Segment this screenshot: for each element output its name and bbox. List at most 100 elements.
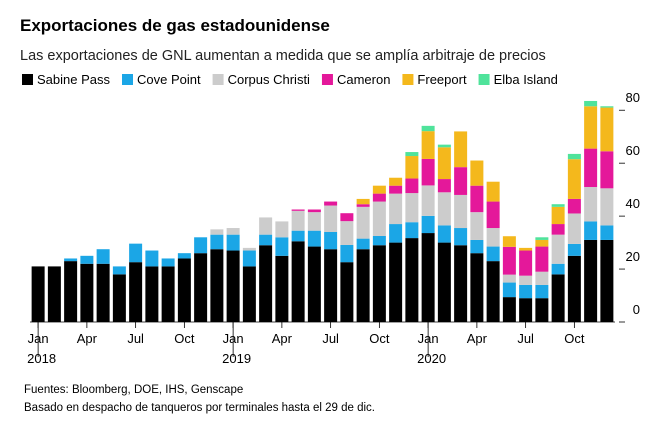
bar-segment (356, 206, 370, 239)
bar-segment (519, 284, 533, 299)
year-label: 2020 (417, 351, 446, 366)
bar-segment (600, 239, 614, 322)
bar-segment (584, 106, 598, 149)
bar-segment (551, 206, 565, 225)
bar-segment (421, 158, 435, 186)
bar-segment (129, 262, 143, 322)
bar-segment (421, 185, 435, 216)
y-tick-label: 20 (626, 249, 640, 264)
x-tick-label: Apr (467, 331, 488, 346)
bar-segment (275, 237, 289, 256)
bar-segment (291, 230, 305, 242)
bar-segment (324, 205, 338, 232)
bar-segment (194, 253, 208, 322)
bar-segment (210, 234, 224, 250)
bar-segment (454, 194, 468, 229)
bar-segment (177, 258, 191, 322)
bar-segment (519, 250, 533, 276)
bar-segment (470, 185, 484, 213)
bar-segment (340, 262, 354, 322)
bar-segment (340, 221, 354, 245)
bar-segment (421, 233, 435, 322)
bar-segment (519, 298, 533, 322)
bar-segment (259, 234, 273, 246)
bar-segment (584, 148, 598, 187)
bar-segment (437, 179, 451, 193)
bar-segment (226, 234, 240, 251)
bar-segment (307, 246, 321, 322)
bar-segment (519, 247, 533, 251)
bar-segment (324, 201, 338, 206)
bar-segment (584, 221, 598, 240)
bar-segment (112, 274, 126, 322)
bar-segment (486, 181, 500, 202)
y-tick-label: 40 (626, 196, 640, 211)
x-tick-label: Oct (174, 331, 195, 346)
legend-label: Cove Point (137, 72, 201, 87)
bar-segment (389, 242, 403, 322)
bar-segment (96, 263, 110, 322)
basis-note: Basado en despacho de tanqueros por term… (24, 402, 375, 414)
bar-segment (454, 167, 468, 195)
bar-segment (372, 193, 386, 202)
bar-segment (242, 250, 256, 267)
legend-label: Sabine Pass (37, 72, 110, 87)
bar-segment (535, 239, 549, 247)
legend-label: Freeport (417, 72, 467, 87)
bar-segment (96, 249, 110, 264)
bar-segment (324, 249, 338, 322)
bar-segment (80, 263, 94, 322)
bar-segment (405, 152, 419, 157)
bar-segment (535, 237, 549, 240)
source-note: Fuentes: Bloomberg, DOE, IHS, Genscape (24, 384, 243, 396)
legend-label: Elba Island (494, 72, 558, 87)
bar-segment (372, 235, 386, 246)
bar-segment (567, 255, 581, 322)
chart-title: Exportaciones de gas estadounidense (20, 16, 330, 35)
bar-segment (600, 188, 614, 226)
bar-segment (389, 177, 403, 186)
year-label: 2018 (27, 351, 56, 366)
bar-segment (405, 222, 419, 239)
bar-segment (259, 245, 273, 322)
bar-segment (161, 258, 175, 267)
bar-segment (551, 263, 565, 275)
bar-segment (356, 238, 370, 250)
x-tick-label: Oct (564, 331, 585, 346)
legend-label: Cameron (337, 72, 390, 87)
bar-segment (486, 261, 500, 322)
bar-segment (567, 159, 581, 199)
legend-swatch (321, 74, 333, 85)
year-label: 2019 (222, 351, 251, 366)
legend-swatch (212, 74, 224, 85)
y-tick-label: 60 (626, 143, 640, 158)
bar-segment (486, 246, 500, 262)
bar-segment (437, 147, 451, 180)
bar-segment (64, 261, 78, 322)
bar-segment (145, 250, 159, 267)
bar-segment (80, 255, 94, 264)
bar-segment (356, 198, 370, 205)
bar-segment (275, 255, 289, 322)
bar-segment (519, 275, 533, 285)
bar-segment (454, 228, 468, 246)
bar-segment (340, 213, 354, 222)
bar-segment (502, 274, 516, 283)
bar-segment (470, 253, 484, 322)
legend-swatch (122, 74, 133, 85)
bar-segment (405, 193, 419, 223)
bar-segment (584, 100, 598, 107)
bar-segment (437, 192, 451, 226)
bar-segment (535, 271, 549, 285)
bar-segment (551, 234, 565, 264)
bar-segment (502, 236, 516, 247)
bar-segment (291, 209, 305, 211)
bar-segment (454, 131, 468, 168)
bar-segment (437, 144, 451, 148)
bar-segment (291, 210, 305, 231)
bar-segment (405, 178, 419, 194)
x-tick-label: Apr (272, 331, 293, 346)
x-tick-label: Jul (127, 331, 144, 346)
bar-segment (405, 156, 419, 179)
x-tick-label: Apr (77, 331, 98, 346)
